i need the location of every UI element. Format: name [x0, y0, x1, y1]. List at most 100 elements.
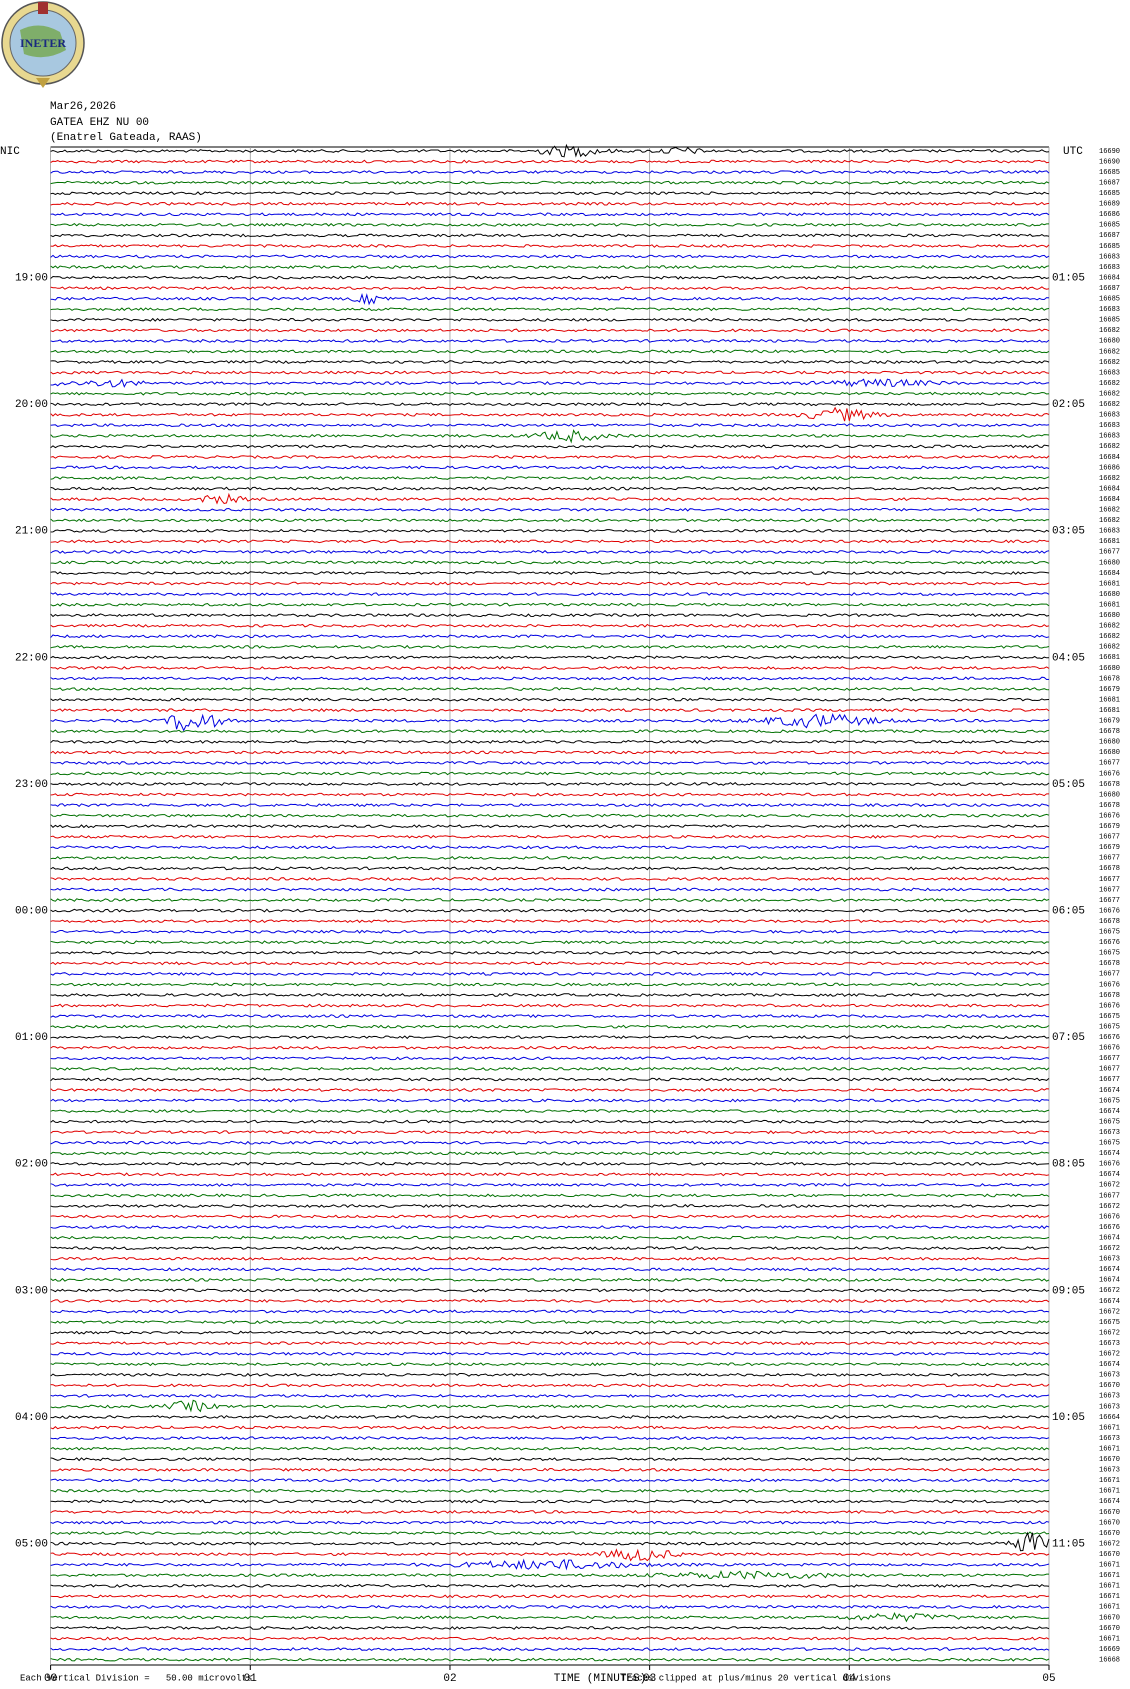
trace — [50, 676, 1050, 681]
trace-label: 16672 — [1099, 1308, 1120, 1316]
trace-label: 16673 — [1099, 1372, 1120, 1380]
trace-label: 16682 — [1099, 443, 1120, 451]
x-tick-label: 03 — [643, 1673, 656, 1685]
trace-label: 16677 — [1099, 897, 1120, 905]
trace-label: 16685 — [1099, 243, 1120, 251]
trace — [50, 877, 1050, 881]
nic-hour-label: 19:00 — [15, 273, 48, 285]
trace-label: 16672 — [1099, 1329, 1120, 1337]
trace-label: 16674 — [1099, 1298, 1120, 1306]
trace-label: 16675 — [1099, 929, 1120, 937]
clip-note: Traces clipped at plus/minus 20 vertical… — [621, 1673, 891, 1683]
trace-label: 16676 — [1099, 1045, 1120, 1053]
trace — [50, 655, 1049, 660]
trace-label: 16677 — [1099, 834, 1120, 842]
trace — [50, 1288, 1050, 1293]
trace — [50, 1130, 1050, 1135]
trace — [50, 265, 1050, 270]
trace-label: 16670 — [1099, 1530, 1120, 1538]
nic-hour-label: 03:00 — [15, 1285, 48, 1297]
trace-label: 16676 — [1099, 812, 1120, 820]
trace-label: 16680 — [1099, 591, 1120, 599]
trace — [50, 486, 1050, 491]
trace-label: 16687 — [1099, 232, 1120, 240]
trace-label: 16673 — [1099, 1129, 1120, 1137]
trace-label: 16672 — [1099, 1540, 1120, 1548]
trace — [50, 1604, 1050, 1609]
trace — [50, 1626, 1050, 1630]
trace — [50, 1035, 1050, 1040]
trace — [50, 1383, 1050, 1388]
trace — [50, 792, 1049, 797]
trace — [50, 1330, 1050, 1335]
trace — [50, 307, 1050, 312]
trace-label: 16676 — [1099, 1213, 1120, 1221]
trace-label: 16668 — [1099, 1656, 1120, 1664]
trace-label: 16670 — [1099, 1456, 1120, 1464]
trace — [50, 1478, 1050, 1483]
trace — [50, 613, 1050, 618]
trace-label: 16682 — [1099, 623, 1120, 631]
left-zone: NIC — [0, 146, 20, 158]
trace — [50, 1246, 1050, 1251]
trace — [50, 349, 1050, 354]
trace-label: 16678 — [1099, 865, 1120, 873]
trace-label: 16671 — [1099, 1445, 1120, 1453]
trace — [50, 254, 1050, 259]
trace-label: 16674 — [1099, 1266, 1120, 1274]
trace-label: 16676 — [1099, 939, 1120, 947]
trace — [50, 971, 1050, 976]
trace — [50, 539, 1050, 544]
trace — [50, 750, 1050, 755]
trace-label: 16684 — [1099, 274, 1120, 282]
trace-label: 16681 — [1099, 538, 1120, 546]
trace-label: 16671 — [1099, 1583, 1120, 1591]
trace-label: 16677 — [1099, 886, 1120, 894]
trace-label: 16682 — [1099, 327, 1120, 335]
trace — [50, 1299, 1050, 1303]
trace — [50, 634, 1050, 639]
trace — [50, 1611, 1050, 1623]
trace — [50, 940, 1050, 945]
trace-label: 16672 — [1099, 1245, 1120, 1253]
trace-label: 16681 — [1099, 601, 1120, 609]
location: (Enatrel Gateada, RAAS) — [50, 132, 202, 144]
trace — [50, 571, 1050, 575]
trace-label: 16672 — [1099, 1351, 1120, 1359]
trace — [50, 950, 1050, 955]
nic-hour-label: 00:00 — [15, 906, 48, 918]
trace — [50, 1520, 1050, 1525]
trace-label: 16680 — [1099, 338, 1120, 346]
trace-label: 16679 — [1099, 686, 1120, 694]
trace-label: 16682 — [1099, 644, 1120, 652]
trace-label: 16677 — [1099, 876, 1120, 884]
trace-label: 16680 — [1099, 612, 1120, 620]
trace — [50, 406, 1050, 422]
trace — [50, 1225, 1050, 1230]
trace — [50, 1399, 1050, 1413]
trace — [50, 476, 1050, 481]
trace — [50, 455, 1050, 459]
trace-label: 16675 — [1099, 1097, 1120, 1105]
x-tick-label: 05 — [1042, 1673, 1055, 1685]
trace-label: 16678 — [1099, 781, 1120, 789]
trace-label: 16678 — [1099, 918, 1120, 926]
trace-label: 16670 — [1099, 1509, 1120, 1517]
trace — [50, 338, 1050, 343]
trace — [50, 1558, 1050, 1571]
utc-hour-label: 06:05 — [1052, 906, 1085, 918]
trace-label: 16677 — [1099, 760, 1120, 768]
trace — [50, 713, 1050, 732]
trace — [50, 1488, 1050, 1493]
trace-label: 16670 — [1099, 1614, 1120, 1622]
trace — [50, 560, 1050, 565]
trace-label: 16679 — [1099, 718, 1120, 726]
trace — [50, 275, 1050, 280]
trace — [50, 492, 1050, 505]
trace — [50, 1531, 1050, 1552]
x-tick-label: 02 — [443, 1673, 456, 1685]
trace — [50, 1657, 1050, 1662]
trace — [50, 423, 1050, 428]
trace — [50, 1256, 1050, 1261]
